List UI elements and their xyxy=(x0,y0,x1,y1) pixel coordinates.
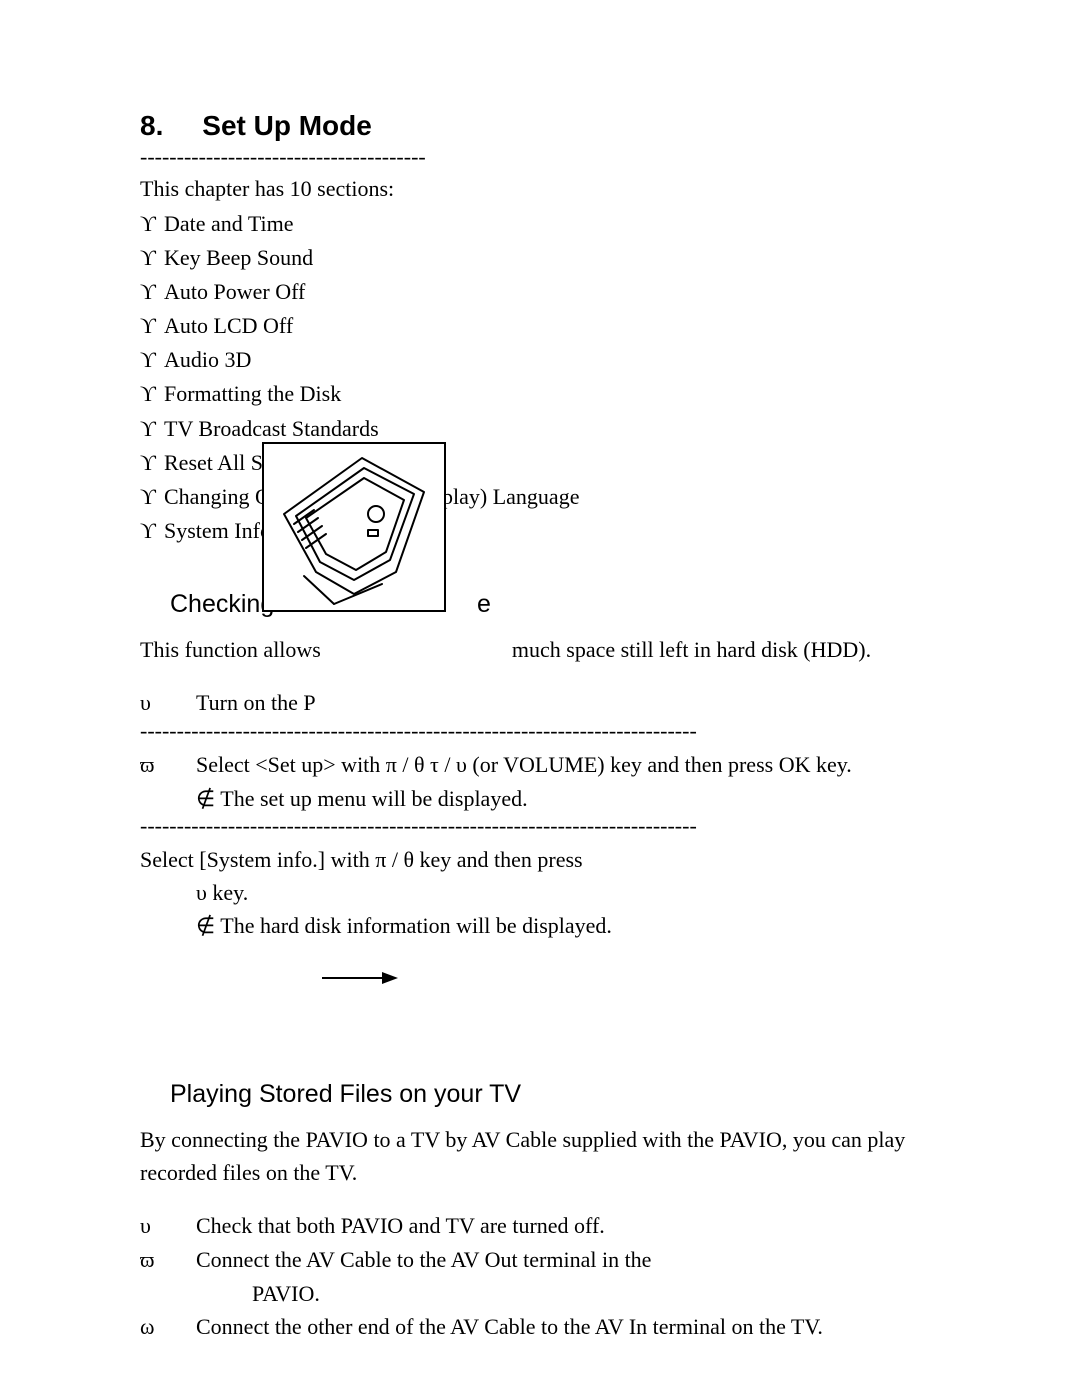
bullet-icon: ϒ xyxy=(140,241,164,275)
checking-paragraph: This function allows much space still le… xyxy=(140,633,940,666)
para-part-right: much space still left in hard disk (HDD)… xyxy=(512,637,871,662)
step-row: ϖ Select <Set up> with π / θ τ / υ (or V… xyxy=(140,748,940,782)
step-text: Select <Set up> with π / θ τ / υ (or VOL… xyxy=(196,748,940,782)
divider-dashes: ----------------------------------------… xyxy=(140,815,940,837)
select-line: Select [System info.] with π / θ key and… xyxy=(140,843,940,876)
list-item: ϒTV Broadcast Standards xyxy=(140,412,940,446)
bullet-icon: ϒ xyxy=(140,343,164,377)
intro-line: This chapter has 10 sections: xyxy=(140,172,940,205)
step-text: Connect the AV Cable to the AV Out termi… xyxy=(196,1243,940,1277)
list-item: ϒAuto Power Off xyxy=(140,275,940,309)
list-item-label: Auto LCD Off xyxy=(164,309,293,343)
step-row: υ Turn on the P xyxy=(140,686,940,720)
list-item-label: Formatting the Disk xyxy=(164,377,341,411)
step-continuation: PAVIO. xyxy=(140,1277,940,1310)
list-item-label: Key Beep Sound xyxy=(164,241,313,275)
step-text: Connect the other end of the AV Cable to… xyxy=(196,1310,940,1344)
step-text: Turn on the P xyxy=(196,686,940,720)
list-item: ϒAudio 3D xyxy=(140,343,940,377)
select-sub1: υ key. xyxy=(140,876,940,909)
list-item-label: Auto Power Off xyxy=(164,275,305,309)
step-symbol: υ xyxy=(140,1209,196,1243)
list-item: ϒDate and Time xyxy=(140,207,940,241)
para-part-left: This function allows xyxy=(140,637,321,662)
list-item-label: Date and Time xyxy=(164,207,294,241)
divider-dashes: ----------------------------------------… xyxy=(140,720,940,742)
bullet-icon: ϒ xyxy=(140,207,164,241)
chapter-heading: 8. Set Up Mode xyxy=(140,110,940,142)
chapter-number: 8. xyxy=(140,110,163,141)
divider-dashes: --------------------------------------- xyxy=(140,146,940,168)
device-illustration xyxy=(262,442,446,612)
list-item: ϒFormatting the Disk xyxy=(140,377,940,411)
step-symbol: ϖ xyxy=(140,748,196,782)
list-item: ϒSystem Information xyxy=(140,514,940,548)
bullet-icon: ϒ xyxy=(140,275,164,309)
chapter-title: Set Up Mode xyxy=(202,110,372,141)
bullet-icon: ϒ xyxy=(140,446,164,480)
step-subtext: ∉ The set up menu will be displayed. xyxy=(140,782,940,815)
step-text: Check that both PAVIO and TV are turned … xyxy=(196,1209,940,1243)
step-symbol: υ xyxy=(140,686,196,720)
step-symbol: ω xyxy=(140,1310,196,1344)
list-item: ϒKey Beep Sound xyxy=(140,241,940,275)
subheading-playing: Playing Stored Files on your TV xyxy=(170,1080,940,1109)
list-item: ϒAuto LCD Off xyxy=(140,309,940,343)
list-item-label: TV Broadcast Standards xyxy=(164,412,379,446)
step-symbol: ϖ xyxy=(140,1243,196,1277)
arrow-icon xyxy=(320,966,940,990)
subheading-part-right: e xyxy=(477,590,491,618)
list-item: ϒChanging OSD (On-Screen Display) Langua… xyxy=(140,480,940,514)
section-list: ϒDate and Time ϒKey Beep Sound ϒAuto Pow… xyxy=(140,207,940,548)
step-row: ω Connect the other end of the AV Cable … xyxy=(140,1310,940,1344)
document-page: 8. Set Up Mode -------------------------… xyxy=(0,0,1080,1397)
list-item-label: Audio 3D xyxy=(164,343,251,377)
playing-paragraph: By connecting the PAVIO to a TV by AV Ca… xyxy=(140,1123,940,1189)
bullet-icon: ϒ xyxy=(140,412,164,446)
step-row: υ Check that both PAVIO and TV are turne… xyxy=(140,1209,940,1243)
bullet-icon: ϒ xyxy=(140,480,164,514)
select-sub2: ∉ The hard disk information will be disp… xyxy=(140,909,940,942)
step-row: ϖ Connect the AV Cable to the AV Out ter… xyxy=(140,1243,940,1277)
bullet-icon: ϒ xyxy=(140,514,164,548)
bullet-icon: ϒ xyxy=(140,377,164,411)
list-item: ϒReset All Settings xyxy=(140,446,940,480)
bullet-icon: ϒ xyxy=(140,309,164,343)
